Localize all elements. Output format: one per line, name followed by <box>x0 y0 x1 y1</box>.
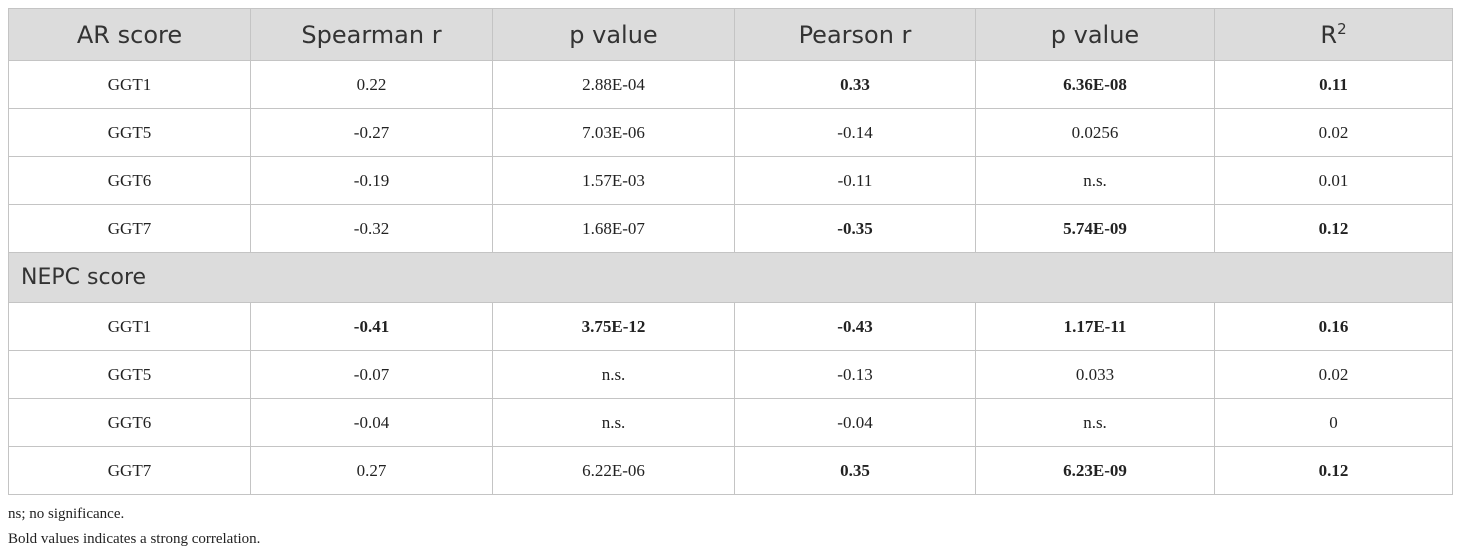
table-cell: -0.04 <box>250 398 493 447</box>
table-cell: -0.35 <box>734 204 976 253</box>
header-text: R <box>1320 21 1338 49</box>
table-cell: 6.36E-08 <box>975 60 1215 109</box>
header-superscript: 2 <box>1337 20 1347 38</box>
table-cell: 0.01 <box>1214 156 1453 205</box>
table-cell: 0.12 <box>1214 446 1453 495</box>
table-cell: -0.41 <box>250 302 493 351</box>
table-row: GGT1 -0.41 3.75E-12 -0.43 1.17E-11 0.16 <box>8 302 1453 351</box>
table-cell: 0.11 <box>1214 60 1453 109</box>
table-cell: -0.13 <box>734 350 976 399</box>
table-cell: -0.32 <box>250 204 493 253</box>
footnote: Bold values indicates a strong correlati… <box>8 531 261 547</box>
header-cell: Pearson r <box>734 8 976 61</box>
header-cell: AR score <box>8 8 251 61</box>
table-cell: -0.14 <box>734 108 976 157</box>
header-cell: Spearman r <box>250 8 493 61</box>
table-row: GGT1 0.22 2.88E-04 0.33 6.36E-08 0.11 <box>8 60 1453 109</box>
table-cell: 0.02 <box>1214 350 1453 399</box>
table-row: GGT7 0.27 6.22E-06 0.35 6.23E-09 0.12 <box>8 446 1453 495</box>
table-cell: n.s. <box>492 350 735 399</box>
table-cell: -0.43 <box>734 302 976 351</box>
table-row: GGT7 -0.32 1.68E-07 -0.35 5.74E-09 0.12 <box>8 204 1453 253</box>
header-cell: R2 <box>1214 8 1453 61</box>
table-cell: 3.75E-12 <box>492 302 735 351</box>
table-cell: 0.0256 <box>975 108 1215 157</box>
table-cell: 0 <box>1214 398 1453 447</box>
footnote: ns; no significance. <box>8 506 125 522</box>
table-cell: 6.22E-06 <box>492 446 735 495</box>
table-cell: GGT5 <box>8 108 251 157</box>
table-cell: GGT6 <box>8 398 251 447</box>
table-cell: GGT1 <box>8 302 251 351</box>
table-cell: 0.033 <box>975 350 1215 399</box>
table-cell: 6.23E-09 <box>975 446 1215 495</box>
table-cell: n.s. <box>492 398 735 447</box>
table-row: GGT5 -0.07 n.s. -0.13 0.033 0.02 <box>8 350 1453 399</box>
table-cell: 0.22 <box>250 60 493 109</box>
table-cell: 0.35 <box>734 446 976 495</box>
table-cell: GGT1 <box>8 60 251 109</box>
section-row: NEPC score <box>8 252 1453 303</box>
table-cell: 0.33 <box>734 60 976 109</box>
header-cell: p value <box>975 8 1215 61</box>
table-cell: 2.88E-04 <box>492 60 735 109</box>
table-cell: -0.07 <box>250 350 493 399</box>
table-cell: 0.16 <box>1214 302 1453 351</box>
section-label: NEPC score <box>8 252 1453 303</box>
table-cell: GGT6 <box>8 156 251 205</box>
table-cell: -0.27 <box>250 108 493 157</box>
table-cell: GGT7 <box>8 446 251 495</box>
table-cell: GGT5 <box>8 350 251 399</box>
table-cell: n.s. <box>975 398 1215 447</box>
table-cell: 5.74E-09 <box>975 204 1215 253</box>
table-cell: 0.27 <box>250 446 493 495</box>
table-cell: 7.03E-06 <box>492 108 735 157</box>
table-cell: -0.11 <box>734 156 976 205</box>
table-row: GGT6 -0.04 n.s. -0.04 n.s. 0 <box>8 398 1453 447</box>
table-cell: 1.17E-11 <box>975 302 1215 351</box>
table-row: GGT5 -0.27 7.03E-06 -0.14 0.0256 0.02 <box>8 108 1453 157</box>
table-cell: -0.19 <box>250 156 493 205</box>
table-cell: 1.57E-03 <box>492 156 735 205</box>
table-cell: 1.68E-07 <box>492 204 735 253</box>
table-cell: 0.12 <box>1214 204 1453 253</box>
table-cell: -0.04 <box>734 398 976 447</box>
table-cell: n.s. <box>975 156 1215 205</box>
table-row: GGT6 -0.19 1.57E-03 -0.11 n.s. 0.01 <box>8 156 1453 205</box>
header-cell: p value <box>492 8 735 61</box>
table-cell: GGT7 <box>8 204 251 253</box>
table-cell: 0.02 <box>1214 108 1453 157</box>
